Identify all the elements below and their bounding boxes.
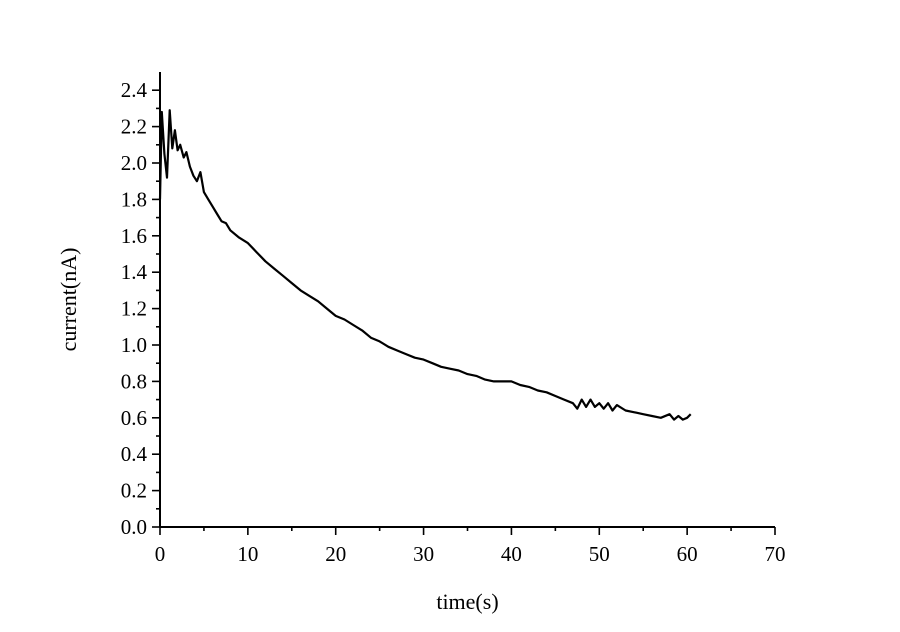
series (158, 109, 692, 421)
y-tick-label: 1.0 (121, 333, 147, 357)
y-tick-label: 1.2 (121, 297, 147, 321)
x-tick-label: 60 (677, 542, 698, 566)
x-tick-label: 10 (237, 542, 258, 566)
y-tick-label: 1.8 (121, 187, 147, 211)
ticks: 0 10 20 30 40 50 60 70 0.0 0.2 0.4 0.6 0.8 1.0 1.2 1.4 1… (121, 78, 786, 566)
x-tick-label: 0 (155, 542, 166, 566)
y-axis-title: current(nA) (56, 248, 81, 352)
y-tick-label: 1.6 (121, 224, 147, 248)
y-tick-label: 0.6 (121, 406, 147, 430)
series-line (158, 109, 692, 421)
y-tick-label: 0.0 (121, 515, 147, 539)
y-tick-label: 0.8 (121, 369, 147, 393)
y-tick-label: 0.4 (121, 442, 148, 466)
x-tick-label: 50 (589, 542, 610, 566)
x-tick-label: 20 (325, 542, 346, 566)
x-tick-label: 70 (765, 542, 786, 566)
x-tick-label: 30 (413, 542, 434, 566)
y-tick-label: 0.2 (121, 479, 147, 503)
y-tick-label: 2.4 (121, 78, 148, 102)
y-tick-label: 2.2 (121, 115, 147, 139)
y-tick-label: 2.0 (121, 151, 147, 175)
x-tick-label: 40 (501, 542, 522, 566)
x-axis-title: time(s) (436, 589, 498, 614)
y-tick-label: 1.4 (121, 260, 148, 284)
